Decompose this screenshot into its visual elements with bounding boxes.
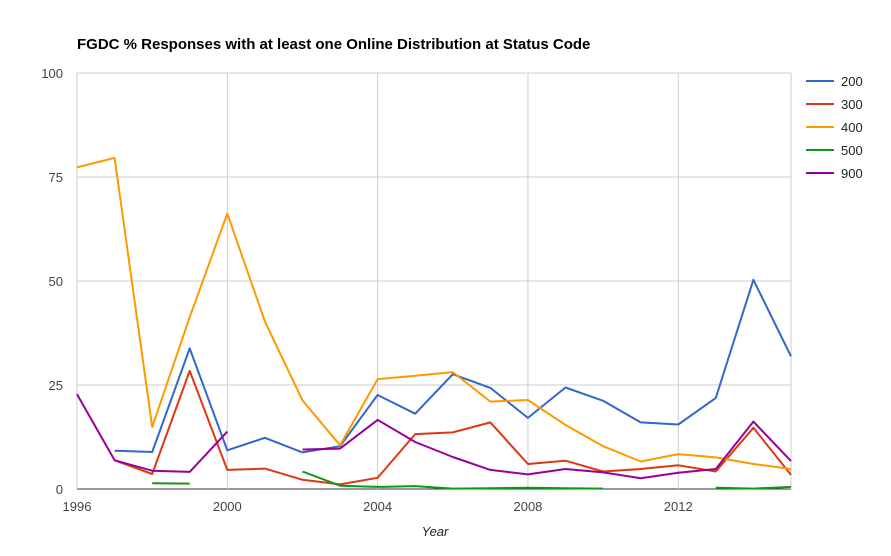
chart-title: FGDC % Responses with at least one Onlin…	[77, 36, 590, 53]
grid	[77, 73, 791, 489]
y-tick-label: 100	[41, 66, 63, 81]
x-tick-label: 2004	[363, 499, 392, 514]
x-tick-label: 2008	[513, 499, 542, 514]
x-tick-label: 2012	[664, 499, 693, 514]
y-axis-ticks: 0 25 50 75 100	[41, 66, 63, 497]
x-tick-label: 1996	[63, 499, 92, 514]
series-lines	[77, 158, 791, 489]
legend-item[interactable]: 900	[806, 166, 863, 181]
legend-label: 900	[841, 166, 863, 181]
series-200	[115, 280, 791, 453]
series-line-segment	[115, 280, 791, 453]
legend-label: 200	[841, 74, 863, 89]
y-tick-label: 75	[49, 170, 63, 185]
y-tick-label: 0	[56, 482, 63, 497]
series-line-segment	[716, 487, 791, 489]
series-line-segment	[115, 371, 791, 485]
x-tick-label: 2000	[213, 499, 242, 514]
series-line-segment	[303, 472, 604, 489]
x-axis-ticks: 1996 2000 2004 2008 2012	[63, 499, 693, 514]
series-400	[77, 158, 791, 469]
legend-label: 500	[841, 143, 863, 158]
legend-label: 300	[841, 97, 863, 112]
series-line-segment	[77, 158, 791, 469]
legend-item[interactable]: 300	[806, 97, 863, 112]
legend: 200 300 400 500 900	[806, 74, 863, 181]
x-axis-label: Year	[422, 524, 449, 539]
series-300	[115, 371, 791, 485]
legend-item[interactable]: 400	[806, 120, 863, 135]
legend-item[interactable]: 500	[806, 143, 863, 158]
y-tick-label: 50	[49, 274, 63, 289]
series-500	[152, 472, 791, 489]
series-line-segment	[77, 394, 227, 472]
legend-item[interactable]: 200	[806, 74, 863, 89]
legend-label: 400	[841, 120, 863, 135]
y-tick-label: 25	[49, 378, 63, 393]
